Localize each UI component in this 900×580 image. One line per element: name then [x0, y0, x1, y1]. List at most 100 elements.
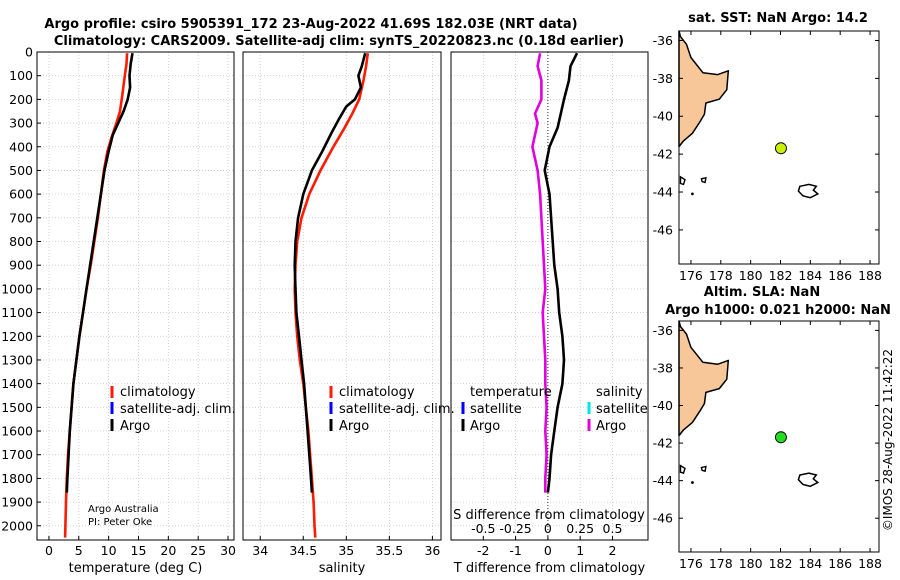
- x-tick-label: 20: [160, 543, 176, 558]
- x-tick-label: -2: [477, 543, 489, 558]
- x-axis-label: T difference from climatology: [453, 561, 646, 576]
- legend-label-argo: Argo: [339, 419, 369, 434]
- series-argo-line: [293, 52, 367, 493]
- x-tick-label: 180: [739, 268, 763, 283]
- new-zealand-coast: [678, 320, 730, 437]
- y-tick-label: 1900: [1, 495, 33, 510]
- y-tick-label: -36: [653, 33, 673, 48]
- y-tick-label: -46: [653, 511, 673, 526]
- y-tick-label: 1200: [1, 329, 33, 344]
- s-tick-label: 0: [544, 521, 552, 536]
- y-tick-label: -44: [653, 185, 673, 200]
- y-tick-label: 1400: [1, 376, 33, 391]
- y-tick-label: -38: [653, 360, 673, 375]
- map-bottom-title-line1: Altim. SLA: NaN: [704, 285, 820, 300]
- chatham-islands: [797, 472, 820, 488]
- island: [700, 465, 707, 473]
- y-tick-label: -46: [653, 222, 673, 237]
- x-tick-label: 184: [798, 556, 822, 571]
- axes-frame: [450, 51, 649, 541]
- y-tick-label: 1700: [1, 447, 33, 462]
- difference-legend: temperature salinity satellite Argo sate…: [461, 385, 648, 434]
- legend-label-argo-s: Argo: [596, 419, 626, 434]
- chatham-islands: [797, 183, 820, 199]
- y-tick-label: -42: [653, 147, 673, 162]
- x-tick-label: 36: [424, 543, 440, 558]
- x-tick-label: -1: [509, 543, 521, 558]
- legend-label-satellite: satellite-adj. clim.: [339, 402, 455, 417]
- island: [700, 176, 707, 184]
- x-tick-label: 176: [679, 268, 703, 283]
- island-dot: [691, 192, 694, 196]
- island-dot: [691, 481, 694, 484]
- temperature-panel: 0 5 10 15 20 25 300100200300400500600700800900…: [1, 45, 236, 577]
- map-top: 176 178 180 182 184 186 188 -36 -38 -40 -42 -44 -46: [653, 30, 882, 283]
- map-bottom: 176 178 180 182 184 186 188 -36 -38 -40 -42 -44 -46: [653, 320, 882, 571]
- s-tick-label: 0.5: [603, 521, 623, 536]
- y-tick-label: 900: [9, 258, 33, 273]
- x-tick-label: 186: [828, 268, 852, 283]
- x-tick-label: 188: [858, 268, 882, 283]
- series-salinity-diff-line: [531, 52, 548, 493]
- y-tick-label: 200: [9, 92, 33, 107]
- axes-frame: [36, 51, 235, 541]
- x-tick-label: 15: [131, 543, 147, 558]
- axes-frame: [242, 51, 442, 541]
- x-tick-label: 5: [75, 543, 83, 558]
- legend-label-satellite: satellite-adj. clim.: [120, 402, 236, 417]
- y-tick-label: 100: [9, 68, 33, 83]
- y-tick-label: 800: [9, 234, 33, 249]
- difference-panel: -2 -1 0 1 2 T difference from climatology -0.5…: [450, 51, 649, 576]
- x-axis-label: salinity: [319, 561, 366, 576]
- y-tick-label: 1800: [1, 471, 33, 486]
- x-tick-label: 30: [220, 543, 236, 558]
- x-tick-label: 176: [679, 556, 703, 571]
- credit-line1: Argo Australia: [88, 504, 159, 515]
- y-tick-label: 600: [9, 187, 33, 202]
- x-tick-label: 1: [576, 543, 584, 558]
- x-tick-label: 178: [709, 556, 733, 571]
- y-tick-label: -40: [653, 109, 673, 124]
- new-zealand-coast: [678, 30, 730, 148]
- y-tick-label: 500: [9, 163, 33, 178]
- legend-label-climatology: climatology: [120, 385, 196, 400]
- temperature-legend: climatology satellite-adj. clim. Argo: [110, 385, 236, 434]
- s-tick-label: 0.25: [566, 521, 594, 536]
- y-tick-label: 1300: [1, 352, 33, 367]
- x-tick-label: 25: [190, 543, 206, 558]
- y-tick-label: -38: [653, 71, 673, 86]
- x-tick-label: 34.5: [289, 543, 317, 558]
- x-tick-label: 0: [45, 543, 53, 558]
- legend-label-argo: Argo: [120, 419, 150, 434]
- x-tick-label: 10: [101, 543, 117, 558]
- x-tick-label: 178: [709, 268, 733, 283]
- s-axis-label: S difference from climatology: [453, 508, 645, 523]
- x-tick-label: 0: [544, 543, 552, 558]
- s-tick-label: -0.25: [499, 521, 531, 536]
- y-tick-label: 700: [9, 210, 33, 225]
- float-position-marker: [774, 431, 787, 444]
- y-tick-label: 1100: [1, 305, 33, 320]
- y-tick-label: 2000: [1, 518, 33, 533]
- x-tick-label: 180: [739, 556, 763, 571]
- map-top-title: sat. SST: NaN Argo: 14.2: [688, 11, 868, 26]
- series-temperature-diff-line: [543, 52, 579, 493]
- y-tick-label: -44: [653, 473, 673, 488]
- x-tick-label: 186: [828, 556, 852, 571]
- title-line2: Climatology: CARS2009. Satellite-adj cli…: [54, 34, 624, 49]
- watermark: ©IMOS 28-Aug-2022 11:42:22: [881, 349, 895, 531]
- y-tick-label: 300: [9, 116, 33, 131]
- series-argo-line: [65, 52, 134, 493]
- x-axis-label: temperature (deg C): [69, 561, 203, 576]
- y-tick-label: 0: [25, 45, 33, 60]
- y-tick-label: -36: [653, 323, 673, 338]
- salinity-panel: 34 34.5 35 35.5 36 salinity: [242, 51, 442, 576]
- s-tick-label: -0.5: [471, 521, 495, 536]
- x-tick-label: 34: [252, 543, 268, 558]
- x-tick-label: 182: [769, 556, 793, 571]
- credit-line2: PI: Peter Oke: [88, 517, 152, 528]
- map-frame: [678, 320, 880, 553]
- legend-label-climatology: climatology: [339, 385, 415, 400]
- x-tick-label: 35: [338, 543, 354, 558]
